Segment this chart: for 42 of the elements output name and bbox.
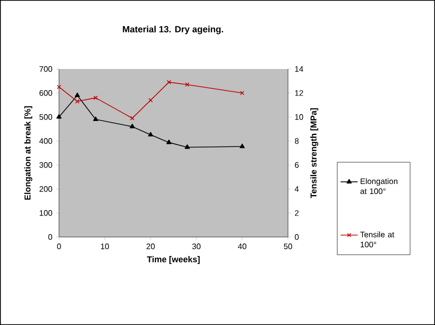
point xyxy=(56,114,62,119)
chart-title: Material 13. Dry ageing. xyxy=(122,26,224,34)
y2-tick-label: 12 xyxy=(295,90,304,96)
point xyxy=(148,132,154,136)
y-tick-label: 700 xyxy=(40,66,52,72)
y-tick-label: 0 xyxy=(48,234,52,240)
y-axis-title: Elongation at break [%] xyxy=(24,106,32,200)
x-axis-title: Time [weeks] xyxy=(146,256,200,264)
point xyxy=(240,144,245,148)
point xyxy=(184,144,190,149)
y2-tick-label: 2 xyxy=(294,210,299,216)
x-tick-label: 30 xyxy=(192,244,201,250)
point xyxy=(93,96,98,100)
y-tick-label: 200 xyxy=(40,186,52,192)
legend-label: Tensile at 100° xyxy=(360,231,394,248)
y2-tick-label: 14 xyxy=(295,66,304,72)
y-tick-label: 100 xyxy=(40,210,52,216)
point xyxy=(185,82,190,87)
x-tick-label: 10 xyxy=(100,244,109,250)
x-tick-label: 50 xyxy=(284,244,292,250)
y2-axis-title: Tensile strength [MPa] xyxy=(310,108,318,198)
x-tick-label: 0 xyxy=(57,244,61,250)
y2-tick-label: 0 xyxy=(294,234,299,240)
y2-tick-label: 8 xyxy=(294,138,299,144)
legend-label: Elongation at 100° xyxy=(360,178,398,194)
point xyxy=(130,116,134,120)
y-tick-label: 300 xyxy=(39,162,52,168)
x-tick-label: 20 xyxy=(146,244,155,250)
y2-tick-label: 4 xyxy=(294,186,299,192)
point xyxy=(166,140,172,144)
point xyxy=(93,116,98,122)
y-tick-label: 500 xyxy=(39,114,52,120)
y-tick-label: 600 xyxy=(40,90,52,96)
x-tick-label: 40 xyxy=(238,244,246,250)
point xyxy=(130,124,135,128)
point xyxy=(166,80,172,84)
point xyxy=(74,92,80,98)
y2-tick-label: 10 xyxy=(295,114,304,120)
point xyxy=(148,98,153,102)
y-tick-label: 400 xyxy=(39,138,52,144)
y2-tick-label: 6 xyxy=(294,162,299,168)
point xyxy=(75,99,80,104)
